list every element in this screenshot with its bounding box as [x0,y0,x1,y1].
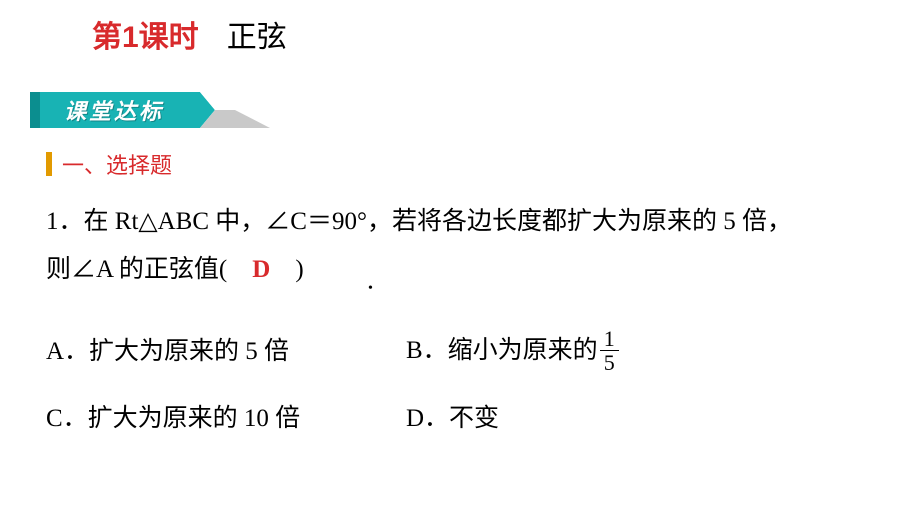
lesson-number: 第1课时 [92,12,199,56]
question-line2-prefix: 则∠A 的正弦值( [46,256,252,283]
option-row-2: C．扩大为原来的 10 倍 D．不变 [46,396,880,441]
question-line1: 在 Rt△ABC 中，∠C＝90°，若将各边长度都扩大为原来的 5 倍， [84,208,792,235]
question-answer: D [252,256,270,283]
option-b-fraction: 15 [600,327,619,374]
option-a: A．扩大为原来的 5 倍 [46,329,406,374]
lesson-topic: 正弦 [227,12,287,56]
bullet-dot: • [368,281,373,297]
question-options: A．扩大为原来的 5 倍 B．缩小为原来的15 C．扩大为原来的 10 倍 D．… [46,328,880,461]
fraction-numerator: 1 [600,327,619,351]
option-b-prefix: B．缩小为原来的 [406,337,598,364]
option-row-1: A．扩大为原来的 5 倍 B．缩小为原来的15 [46,328,880,376]
option-d: D．不变 [406,396,499,441]
section-title: 一、选择题 [62,148,172,180]
badge-label: 课堂达标 [64,94,164,126]
section-accent-bar [46,152,52,176]
slide: 第1课时 正弦 课堂达标 一、选择题 1．在 Rt△ABC 中，∠C＝90°，若… [0,0,920,518]
question-line2-suffix: ) [270,256,303,283]
option-b: B．缩小为原来的15 [406,328,619,376]
option-c: C．扩大为原来的 10 倍 [46,396,406,441]
question-number: 1． [46,208,84,235]
section-badge: 课堂达标 [30,88,270,132]
section-header: 一、选择题 [46,148,172,180]
fraction-denominator: 5 [600,351,619,374]
question-stem: 1．在 Rt△ABC 中，∠C＝90°，若将各边长度都扩大为原来的 5 倍， 则… [46,198,880,293]
slide-header: 第1课时 正弦 [92,12,287,56]
